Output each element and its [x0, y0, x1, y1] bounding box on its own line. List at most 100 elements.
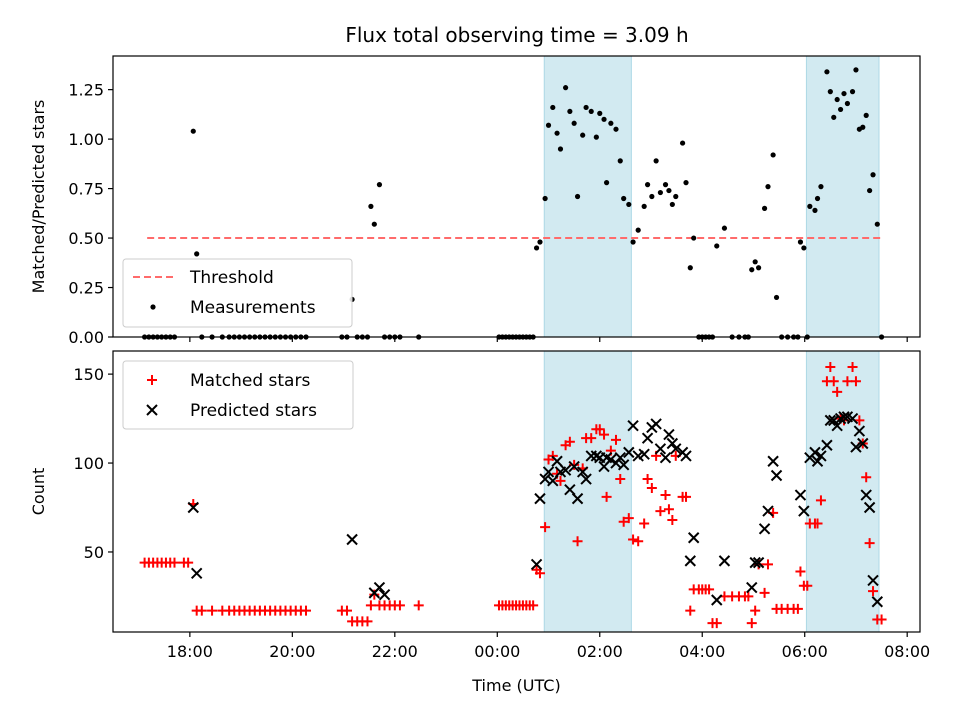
measurement-point — [853, 67, 859, 73]
y-tick-label: 0.50 — [68, 229, 104, 248]
matched-star-point — [667, 514, 678, 525]
matched-star-point — [394, 600, 405, 611]
series-matched-stars — [139, 362, 887, 629]
predicted-star-point — [542, 466, 555, 478]
predicted-star-point — [614, 452, 626, 464]
predicted-star-point — [711, 594, 723, 606]
measurement-point — [721, 225, 728, 231]
measurement-point — [601, 116, 607, 122]
axes-frame — [112, 55, 921, 338]
matched-star-point — [655, 506, 666, 517]
measurement-point — [653, 158, 659, 164]
matched-star-point — [300, 605, 311, 616]
predicted-star-point — [576, 466, 589, 478]
predicted-star-point — [838, 411, 850, 423]
matched-star-point — [196, 605, 207, 616]
x-tick-label: 06:00 — [782, 642, 828, 661]
legend-matched-label: Matched stars — [190, 371, 310, 391]
predicted-star-point — [559, 464, 572, 476]
predicted-star-point — [650, 418, 662, 430]
measurement-point — [673, 193, 679, 200]
measurement-point — [626, 201, 632, 208]
matched-star-point — [812, 518, 823, 529]
measurement-point — [641, 203, 647, 209]
measurement-point — [752, 259, 758, 265]
measurement-point — [571, 120, 577, 126]
predicted-star-point — [378, 588, 391, 601]
predicted-star-point — [762, 505, 774, 517]
legend-box — [122, 258, 353, 328]
predicted-star-point — [794, 489, 807, 501]
matched-star-point — [586, 433, 597, 444]
matched-star-point — [802, 580, 813, 591]
predicted-star-point — [654, 443, 667, 455]
matched-star-point — [815, 495, 826, 506]
y-tick-label: 0.00 — [68, 328, 104, 347]
measurement-point — [874, 221, 880, 227]
measurement-point — [597, 110, 603, 116]
y-tick-label: 0.25 — [68, 279, 104, 298]
measurement-point — [837, 106, 844, 113]
y-tick-label: 150 — [73, 365, 104, 384]
predicted-star-point — [824, 414, 837, 427]
predicted-star-point — [585, 450, 597, 462]
legend-threshold-label: Threshold — [189, 268, 274, 288]
measurement-point — [649, 193, 655, 200]
predicted-star-point — [746, 581, 758, 594]
measurement-point — [635, 227, 641, 233]
legend-predicted-swatch — [146, 404, 158, 416]
matched-star-point — [876, 614, 887, 625]
measurement-point — [714, 243, 720, 249]
matched-star-point — [615, 474, 626, 485]
predicted-star-point — [752, 556, 765, 569]
predicted-star-point — [758, 523, 771, 535]
matched-star-point — [854, 415, 865, 426]
predicted-star-point — [809, 446, 821, 459]
predicted-star-point — [850, 441, 862, 453]
measurement-point — [567, 108, 573, 115]
x-tick-label: 18:00 — [167, 642, 213, 661]
predicted-star-point — [346, 533, 358, 546]
matched-star-point — [828, 376, 839, 387]
predicted-star-point — [863, 501, 876, 514]
measurement-point — [376, 182, 383, 188]
predicted-star-point — [373, 581, 386, 594]
predicted-star-point — [590, 450, 603, 462]
predicted-star-point — [821, 439, 833, 451]
shaded-interval — [543, 350, 632, 633]
measurement-point — [537, 239, 543, 245]
matched-star-point — [663, 504, 674, 515]
matched-star-point — [743, 591, 754, 602]
matched-star-point — [601, 491, 612, 502]
x-tick-label: 00:00 — [474, 642, 520, 661]
matched-star-point — [825, 362, 836, 373]
matched-star-point — [792, 603, 803, 614]
matched-star-point — [711, 618, 722, 629]
measurement-point — [863, 112, 869, 118]
matched-star-point — [832, 386, 843, 397]
measurement-point — [557, 146, 564, 152]
legend-predicted-label: Predicted stars — [190, 401, 317, 421]
x-tick-label: 20:00 — [269, 642, 315, 661]
series-predicted-stars — [187, 411, 884, 608]
predicted-star-point — [568, 460, 580, 473]
predicted-star-point — [853, 425, 866, 437]
measurement-point — [691, 235, 697, 241]
x-tick-label: 02:00 — [577, 642, 623, 661]
matched-star-point — [413, 600, 424, 611]
measurement-point — [834, 96, 840, 103]
measurement-point — [593, 134, 599, 140]
predicted-star-point — [831, 419, 843, 432]
measurement-point — [613, 126, 619, 132]
x-tick-label: 04:00 — [679, 642, 725, 661]
predicted-star-point — [623, 446, 635, 459]
measurement-point — [824, 69, 830, 75]
y-tick-label: 100 — [73, 454, 104, 473]
legend-matched-swatch — [147, 375, 157, 385]
matched-star-point — [795, 566, 806, 577]
predicted-star-point — [815, 450, 827, 462]
measurement-point — [849, 89, 856, 95]
matched-star-point — [599, 429, 610, 440]
